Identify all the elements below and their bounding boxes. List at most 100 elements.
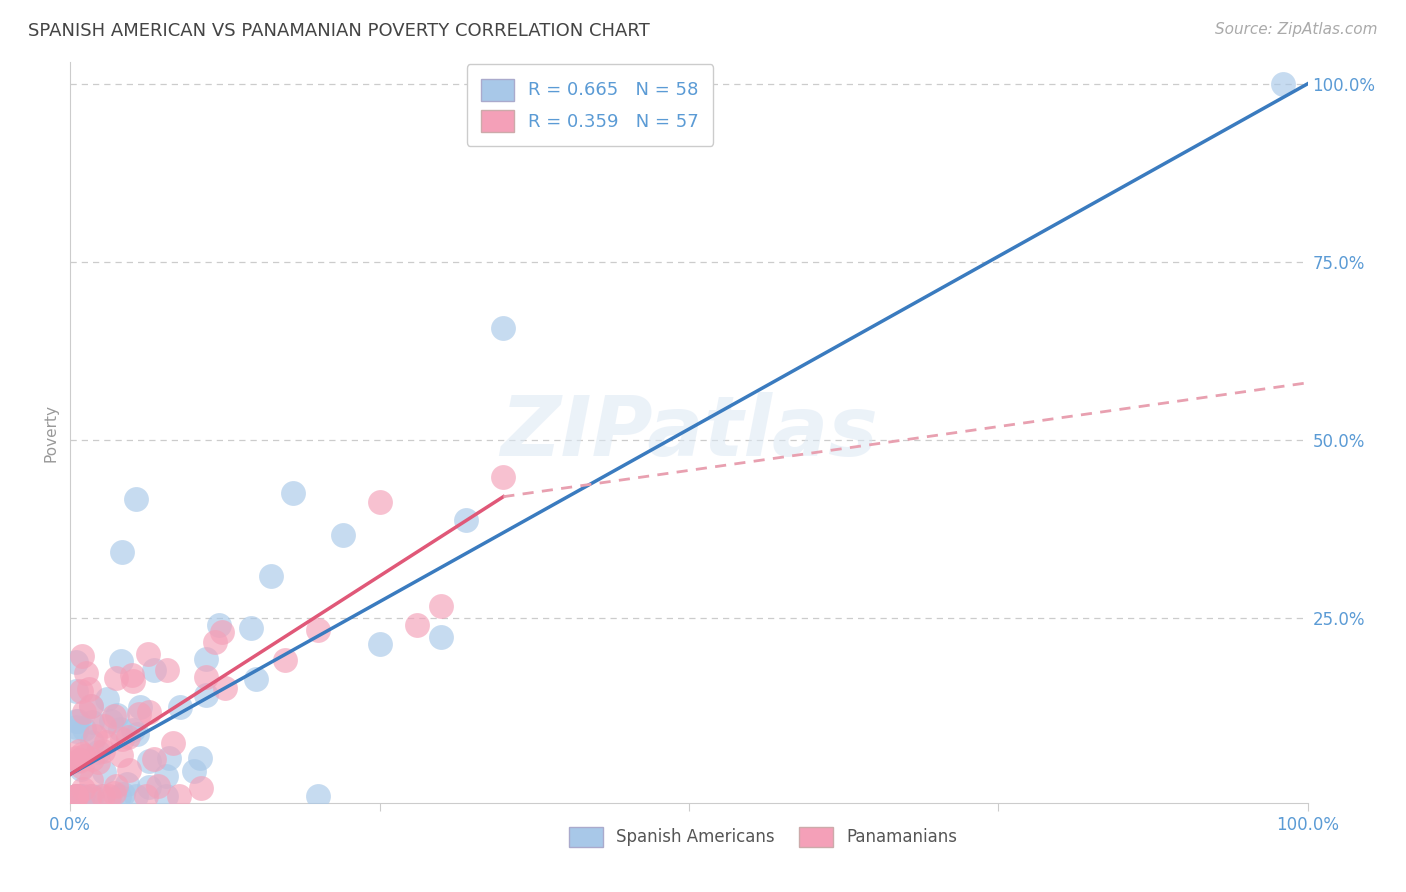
Point [91,744,114,758]
Point [65,724,87,739]
Point [111,731,134,746]
Point [456,513,478,527]
Point [111,544,134,558]
Point [125,726,148,740]
Point [162,736,184,750]
Point [65,751,87,765]
Point [190,780,212,795]
Point [194,652,217,666]
Point [307,789,329,803]
Point [183,764,205,778]
Point [273,653,295,667]
Point [100,714,122,728]
Point [65,684,87,698]
Point [157,750,180,764]
Point [208,618,231,632]
Point [124,789,146,803]
Point [122,723,145,738]
Point [65,789,87,803]
Point [167,789,190,803]
Point [65,656,87,670]
Point [70,648,93,663]
Point [72,782,94,797]
Point [70,762,93,776]
Point [80,698,103,713]
Point [72,789,94,803]
Point [91,789,114,803]
Point [143,663,166,677]
Point [77,681,100,696]
Point [405,618,427,632]
Point [70,760,93,774]
Point [492,321,515,335]
Text: SPANISH AMERICAN VS PANAMANIAN POVERTY CORRELATION CHART: SPANISH AMERICAN VS PANAMANIAN POVERTY C… [28,22,650,40]
Point [108,789,131,803]
Point [136,647,159,661]
Point [129,700,152,714]
Point [65,789,87,803]
Point [138,754,160,768]
Point [112,787,135,801]
Point [122,673,145,688]
Point [73,723,96,737]
Point [110,747,132,762]
Point [82,752,104,766]
Point [135,789,157,803]
Point [430,599,453,614]
Point [118,763,141,777]
Point [86,745,108,759]
Point [69,684,91,698]
Point [105,708,128,723]
Point [96,691,118,706]
Point [115,777,138,791]
Point [121,667,143,681]
Point [80,714,103,729]
Point [332,527,354,541]
Point [104,671,127,685]
Point [138,705,160,719]
Point [83,729,105,743]
Point [65,714,87,728]
Point [65,789,87,803]
Point [103,708,125,723]
Point [146,779,169,793]
Point [492,470,515,484]
Point [281,486,304,500]
Point [155,769,177,783]
Point [72,748,94,763]
Point [72,705,94,719]
Point [90,789,112,803]
Point [69,789,91,803]
Y-axis label: Poverty: Poverty [44,403,59,462]
Point [69,753,91,767]
Point [125,492,148,507]
Point [86,755,108,769]
Point [65,789,87,803]
Point [1271,77,1294,91]
Text: ZIPatlas: ZIPatlas [501,392,877,473]
Point [67,789,90,803]
Point [65,720,87,734]
Point [108,723,131,737]
Point [211,624,233,639]
Point [93,719,115,733]
Legend: Spanish Americans, Panamanians: Spanish Americans, Panamanians [562,820,965,854]
Point [188,751,211,765]
Point [128,706,150,721]
Point [67,714,90,729]
Point [93,764,115,779]
Point [82,789,104,803]
Point [67,754,90,768]
Point [117,730,139,744]
Point [368,636,391,650]
Point [169,700,191,714]
Point [70,747,93,762]
Point [80,735,103,749]
Point [65,789,87,803]
Point [97,789,120,803]
Point [80,699,103,714]
Point [368,495,391,509]
Point [214,681,236,695]
Point [260,569,283,583]
Text: Source: ZipAtlas.com: Source: ZipAtlas.com [1215,22,1378,37]
